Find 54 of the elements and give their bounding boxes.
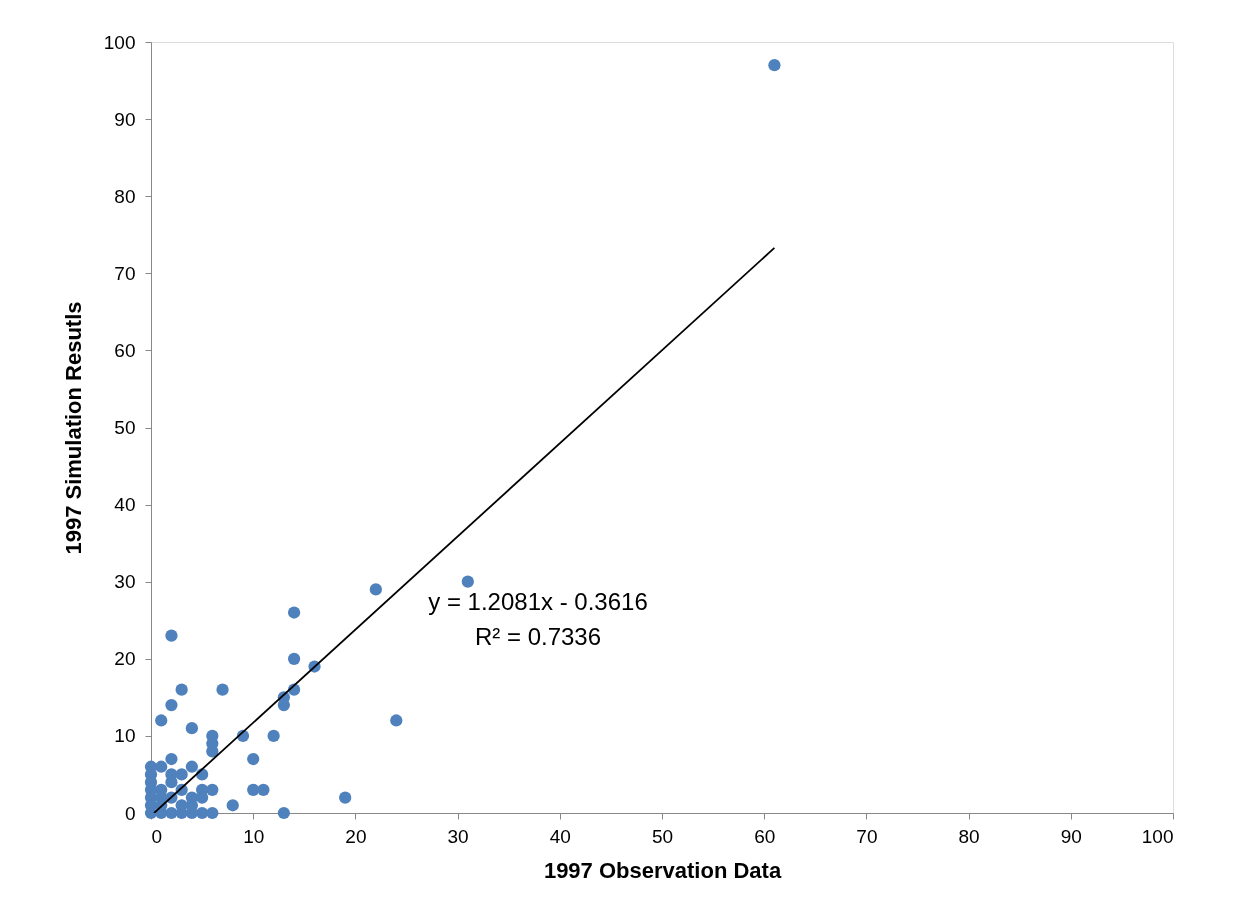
point (369, 583, 382, 596)
y-tick-label: 30 (114, 571, 136, 593)
x-tick-label: 40 (549, 825, 571, 847)
x-tick-label: 10 (243, 825, 265, 847)
point (247, 783, 260, 796)
point (461, 575, 474, 588)
annotation: y = 1.2081x - 0.3616 (428, 588, 648, 615)
y-tick-label: 40 (114, 494, 136, 516)
x-tick-label: 0 (151, 825, 163, 847)
y-tick-label: 60 (114, 339, 136, 361)
point (165, 629, 178, 642)
annotation: R² = 0.7336 (474, 623, 602, 650)
y-tick-label: 10 (114, 725, 136, 747)
x-tick-label: 60 (754, 825, 776, 847)
y-tick-label: 0 (124, 802, 136, 824)
point (175, 768, 188, 781)
x-tick-label: 100 (1141, 825, 1174, 847)
x-tick-label: 20 (345, 825, 367, 847)
point (390, 714, 403, 727)
point (185, 760, 198, 773)
point (175, 683, 188, 696)
point (257, 783, 270, 796)
y-tick-label: 70 (114, 262, 136, 284)
point (216, 683, 229, 696)
point (768, 59, 781, 72)
point (287, 652, 301, 665)
point (155, 760, 168, 773)
y-tick-label: 20 (114, 648, 136, 670)
point (185, 722, 198, 735)
point (277, 806, 290, 820)
x-tick-label: 70 (856, 825, 878, 847)
y-tick-label: 90 (114, 108, 136, 130)
x-tick-label: 50 (651, 825, 674, 847)
point (267, 729, 280, 743)
point (165, 752, 178, 766)
x-tick-label: 90 (1060, 825, 1082, 847)
y-tick-label: 100 (103, 31, 136, 53)
point (247, 752, 260, 766)
y-axis-title: 1997 Simulation Resutls (60, 301, 86, 555)
point (165, 806, 178, 820)
x-tick-label: 30 (447, 825, 469, 847)
point (155, 714, 168, 727)
y-tick-label: 50 (114, 417, 136, 438)
point (195, 806, 209, 820)
point (339, 791, 352, 804)
point (287, 606, 301, 619)
x-tick-label: 80 (958, 825, 980, 847)
point (195, 791, 209, 804)
point (226, 799, 239, 812)
y-tick-label: 80 (114, 185, 136, 207)
x-axis-title: 1997 Observation Data (543, 857, 782, 883)
point (206, 806, 219, 820)
point (206, 783, 219, 796)
point (165, 698, 178, 712)
